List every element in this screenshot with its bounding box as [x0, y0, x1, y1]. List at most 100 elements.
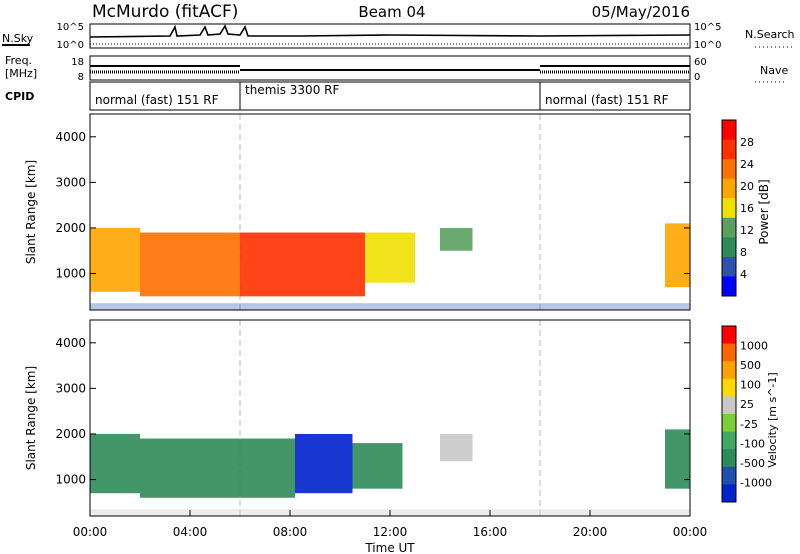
y-tick-label: 1000 — [55, 267, 86, 281]
y-tick-label: 4000 — [55, 336, 86, 350]
colorbar-segment — [722, 276, 736, 297]
colorbar-segment — [722, 361, 736, 380]
colorbar-segment — [722, 431, 736, 450]
velocity-yticks: 1000 2000 3000 4000 — [55, 336, 690, 487]
power-colorbar-label: Power [dB] — [757, 179, 771, 244]
freq-panel: Freq. [MHz] 18 8 60 0 Nave — [5, 54, 788, 83]
colorbar-segment — [722, 237, 736, 258]
x-tick-label: 20:00 — [573, 525, 608, 539]
cpid-panel: CPID normal (fast) 151 RF themis 3300 RF… — [5, 81, 691, 111]
colorbar-frame — [721, 119, 737, 297]
colorbar-tick-label: 4 — [740, 268, 747, 281]
beam-title: Beam 04 — [358, 3, 425, 21]
colorbar-segment — [722, 466, 736, 485]
nsky-label: N.Sky — [2, 32, 34, 45]
colorbar-segment — [722, 256, 736, 277]
echo-region — [665, 429, 690, 489]
colorbar-segment — [722, 449, 736, 468]
colorbar-segment — [722, 343, 736, 362]
noise-tick-left-bottom: 10^0 — [57, 40, 84, 51]
echo-region — [90, 433, 140, 494]
echo-region — [90, 227, 140, 292]
noise-tick-right-bottom: 10^0 — [694, 40, 721, 51]
echo-region — [140, 438, 240, 498]
velocity-panel: 1000 2000 3000 4000 00:00 04:00 08:00 12:00 16:… — [24, 319, 779, 554]
colorbar-segment — [722, 139, 736, 160]
date-title: 05/May/2016 — [592, 3, 690, 21]
nsearch-label: N.Search — [745, 28, 795, 41]
y-tick-label: 1000 — [55, 473, 86, 487]
colorbar-tick-label: 24 — [740, 158, 754, 171]
echo-region — [352, 443, 403, 489]
colorbar-tick-label: 1000 — [740, 340, 768, 353]
colorbar-tick-label: -25 — [740, 418, 758, 431]
power-yticks: 1000 2000 3000 4000 — [55, 130, 690, 281]
cpid-segment-3: normal (fast) 151 RF — [545, 93, 669, 107]
cpid-label: CPID — [5, 90, 34, 103]
y-tick-label: 3000 — [55, 175, 86, 189]
colorbar-segment — [722, 378, 736, 397]
y-tick-label: 4000 — [55, 130, 86, 144]
velocity-xticks: 00:00 04:00 08:00 12:00 16:00 20:00 00:00 — [73, 510, 708, 539]
y-tick-label: 2000 — [55, 221, 86, 235]
nsky-trace — [89, 24, 691, 38]
power-colorbar: 28 24 20 16 12 8 4 — [721, 119, 754, 297]
echo-region — [665, 223, 690, 288]
colorbar-segment — [722, 414, 736, 433]
colorbar-tick-label: -1000 — [740, 476, 772, 489]
colorbar-segment — [722, 217, 736, 238]
y-tick-label: 2000 — [55, 427, 86, 441]
colorbar-segment — [722, 178, 736, 199]
near-range-scatter — [90, 303, 690, 310]
velocity-ylabel: Slant Range [km] — [24, 366, 38, 470]
colorbar-segment — [722, 484, 736, 503]
colorbar-tick-label: -100 — [740, 437, 765, 450]
freq-label-line1: Freq. — [5, 54, 32, 67]
colorbar-tick-label: 20 — [740, 180, 754, 193]
echo-region — [440, 227, 473, 251]
x-tick-label: 16:00 — [473, 525, 508, 539]
freq-trace — [90, 65, 690, 71]
colorbar-tick-label: 28 — [740, 136, 754, 149]
x-tick-label: 04:00 — [173, 525, 208, 539]
power-echoes — [90, 114, 690, 310]
freq-tick-bottom: 8 — [78, 72, 84, 83]
freq-label-line2: [MHz] — [5, 67, 37, 80]
colorbar-segment — [722, 326, 736, 345]
noise-panel: N.Sky 10^5 10^0 10^5 10^0 N.Search — [2, 22, 795, 51]
colorbar-segment — [722, 396, 736, 415]
colorbar-tick-label: 500 — [740, 359, 761, 372]
colorbar-tick-label: 12 — [740, 224, 754, 237]
nave-label: Nave — [760, 64, 788, 77]
echo-region — [140, 232, 240, 297]
velocity-colorbar-label: Velocity [m s^-1] — [766, 372, 779, 467]
cpid-segment-1: normal (fast) 151 RF — [95, 93, 219, 107]
colorbar-segment — [722, 159, 736, 180]
freq-tick-top: 18 — [71, 57, 84, 68]
power-panel: 1000 2000 3000 4000 Slant Range [km] 28 24 20… — [24, 113, 771, 311]
x-tick-label: 00:00 — [73, 525, 108, 539]
velocity-xlabel: Time UT — [364, 541, 415, 554]
colorbar-tick-label: 100 — [740, 379, 761, 392]
colorbar-tick-label: 25 — [740, 398, 754, 411]
noise-tick-right-top: 10^5 — [694, 22, 721, 33]
echo-region — [240, 438, 295, 498]
nave-tick-bottom: 0 — [694, 72, 700, 83]
colorbar-frame — [721, 325, 737, 503]
colorbar-tick-label: -500 — [740, 457, 765, 470]
cpid-segment-2: themis 3300 RF — [245, 83, 339, 97]
station-title: McMurdo (fitACF) — [92, 2, 238, 22]
x-tick-label: 08:00 — [273, 525, 308, 539]
echo-region — [365, 232, 415, 283]
x-tick-label: 12:00 — [373, 525, 408, 539]
echo-region — [295, 433, 353, 494]
echo-region — [240, 232, 365, 297]
colorbar-segment — [722, 198, 736, 219]
y-tick-label: 3000 — [55, 381, 86, 395]
x-tick-label: 00:00 — [673, 525, 708, 539]
colorbar-tick-label: 16 — [740, 202, 754, 215]
velocity-colorbar: 1000 500 100 25 -25 -100 -500 -1000 — [721, 325, 772, 503]
echo-region — [440, 433, 473, 462]
colorbar-segment — [722, 120, 736, 141]
